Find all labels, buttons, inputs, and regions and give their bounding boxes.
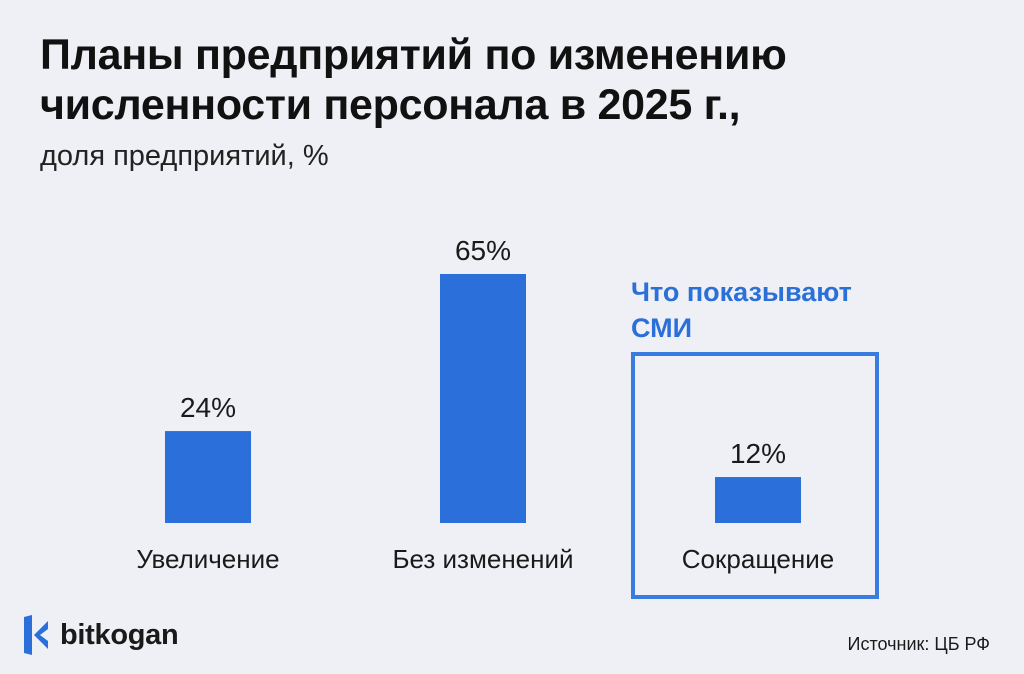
chart-title-line-2: численности персонала в 2025 г., <box>40 81 741 129</box>
chart-subtitle: доля предприятий, % <box>40 140 329 172</box>
highlight-frame <box>631 352 879 599</box>
highlight-caption-line-1: Что показывают <box>631 277 852 307</box>
highlight-caption-line-2: СМИ <box>631 313 693 343</box>
chart-title-line-1: Планы предприятий по изменению <box>40 31 787 79</box>
source-note: Источник: ЦБ РФ <box>847 634 990 654</box>
category-label-1: Увеличение <box>136 544 279 574</box>
category-label-3: Сокращение <box>682 544 834 574</box>
brand-logo: bitkogan <box>20 615 179 655</box>
highlight-caption: Что показывают СМИ <box>631 274 931 346</box>
bar-2 <box>440 274 526 523</box>
bar-3 <box>715 477 801 523</box>
value-label-3: 12% <box>730 438 786 469</box>
value-label-2: 65% <box>455 235 511 266</box>
bitkogan-logo-icon <box>24 615 48 655</box>
value-label-1: 24% <box>180 392 236 423</box>
bar-1 <box>165 431 251 523</box>
brand-name: bitkogan <box>60 618 179 651</box>
category-label-2: Без изменений <box>392 544 573 574</box>
chart-title: Планы предприятий по изменению численнос… <box>40 30 1000 130</box>
